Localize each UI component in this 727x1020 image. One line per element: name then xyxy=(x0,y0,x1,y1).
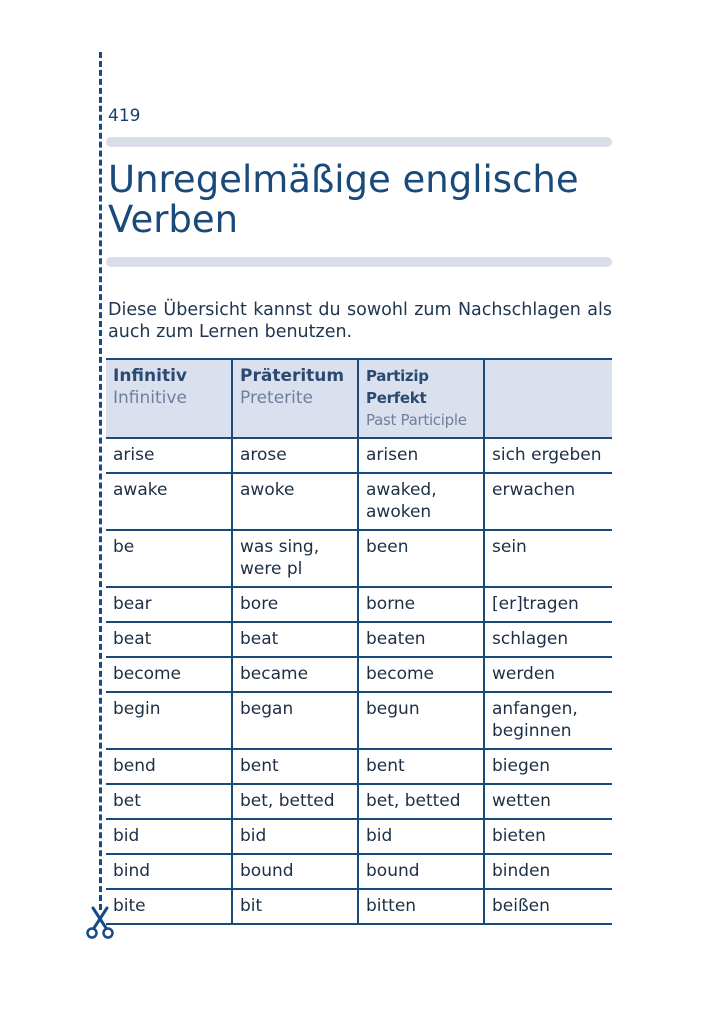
table-row: become became become werden xyxy=(106,657,612,693)
irregular-verbs-table: Infinitiv Infinitive Präteritum Preterit… xyxy=(106,358,612,925)
cell-past-participle: awaked, awoken xyxy=(357,473,484,531)
cell-translation: erwachen xyxy=(483,473,612,531)
header-infinitive-en: Infinitive xyxy=(113,388,187,408)
cell-infinitive: awake xyxy=(106,473,232,531)
cell-preterite: bit xyxy=(231,889,358,925)
cell-translation: sein xyxy=(483,530,612,588)
header-past-participle: Partizip Perfekt Past Participle xyxy=(357,358,484,439)
cell-translation: bieten xyxy=(483,819,612,855)
cell-past-participle: borne xyxy=(357,587,484,623)
cell-infinitive: bet xyxy=(106,784,232,820)
cell-past-participle: bound xyxy=(357,854,484,890)
cell-past-participle: bet, betted xyxy=(357,784,484,820)
cell-infinitive: bite xyxy=(106,889,232,925)
cell-translation: biegen xyxy=(483,749,612,785)
cell-infinitive: be xyxy=(106,530,232,588)
cell-preterite: began xyxy=(231,692,358,750)
cell-preterite: was sing, were pl xyxy=(231,530,358,588)
dashed-cut-line xyxy=(99,52,102,910)
cell-translation: binden xyxy=(483,854,612,890)
cell-infinitive: arise xyxy=(106,438,232,474)
table-row: begin began begun anfangen, beginnen xyxy=(106,692,612,750)
table-header-row: Infinitiv Infinitive Präteritum Preterit… xyxy=(106,358,612,439)
header-preterite-en: Preterite xyxy=(240,388,313,408)
cell-infinitive: begin xyxy=(106,692,232,750)
cell-translation: schlagen xyxy=(483,622,612,658)
table-row: awake awoke awaked, awoken erwachen xyxy=(106,473,612,531)
cell-past-participle: arisen xyxy=(357,438,484,474)
table-row: bet bet, betted bet, betted wetten xyxy=(106,784,612,820)
title-top-bar xyxy=(106,137,612,147)
title-bottom-bar xyxy=(106,257,612,267)
header-past-participle-en: Past Participle xyxy=(366,411,467,429)
cell-preterite: bid xyxy=(231,819,358,855)
table-row: bear bore borne [er]tragen xyxy=(106,587,612,623)
cell-past-participle: been xyxy=(357,530,484,588)
cell-infinitive: become xyxy=(106,657,232,693)
cell-past-participle: bid xyxy=(357,819,484,855)
cell-preterite: bound xyxy=(231,854,358,890)
table-row: beat beat beaten schlagen xyxy=(106,622,612,658)
header-preterite: Präteritum Preterite xyxy=(231,358,358,439)
cell-past-participle: bitten xyxy=(357,889,484,925)
table-row: bind bound bound binden xyxy=(106,854,612,890)
header-infinitive: Infinitiv Infinitive xyxy=(106,358,232,439)
cell-translation: werden xyxy=(483,657,612,693)
cell-preterite: bent xyxy=(231,749,358,785)
cell-infinitive: bear xyxy=(106,587,232,623)
cell-past-participle: become xyxy=(357,657,484,693)
header-translation xyxy=(483,358,612,439)
cell-infinitive: bid xyxy=(106,819,232,855)
table-row: arise arose arisen sich ergeben xyxy=(106,438,612,474)
cell-translation: sich ergeben xyxy=(483,438,612,474)
cell-translation: beißen xyxy=(483,889,612,925)
table-row: bend bent bent biegen xyxy=(106,749,612,785)
cell-preterite: became xyxy=(231,657,358,693)
cell-infinitive: bind xyxy=(106,854,232,890)
cell-past-participle: bent xyxy=(357,749,484,785)
cell-translation: [er]tragen xyxy=(483,587,612,623)
cell-preterite: bore xyxy=(231,587,358,623)
table-row: bite bit bitten beißen xyxy=(106,889,612,925)
cell-preterite: arose xyxy=(231,438,358,474)
cell-preterite: beat xyxy=(231,622,358,658)
header-preterite-de: Präteritum xyxy=(240,366,345,386)
cell-infinitive: beat xyxy=(106,622,232,658)
cell-preterite: bet, betted xyxy=(231,784,358,820)
scissors-icon xyxy=(86,906,114,939)
page-title: Unregelmäßige englische Verben xyxy=(108,158,579,241)
cell-past-participle: begun xyxy=(357,692,484,750)
page-number: 419 xyxy=(108,106,141,126)
table-row: bid bid bid bieten xyxy=(106,819,612,855)
header-past-participle-de: Partizip Perfekt xyxy=(366,367,429,407)
cell-translation: anfangen, beginnen xyxy=(483,692,612,750)
cell-translation: wetten xyxy=(483,784,612,820)
header-infinitive-de: Infinitiv xyxy=(113,366,187,386)
cell-infinitive: bend xyxy=(106,749,232,785)
table-row: be was sing, were pl been sein xyxy=(106,530,612,588)
cell-past-participle: beaten xyxy=(357,622,484,658)
cell-preterite: awoke xyxy=(231,473,358,531)
intro-text: Diese Übersicht kannst du sowohl zum Nac… xyxy=(108,300,612,342)
